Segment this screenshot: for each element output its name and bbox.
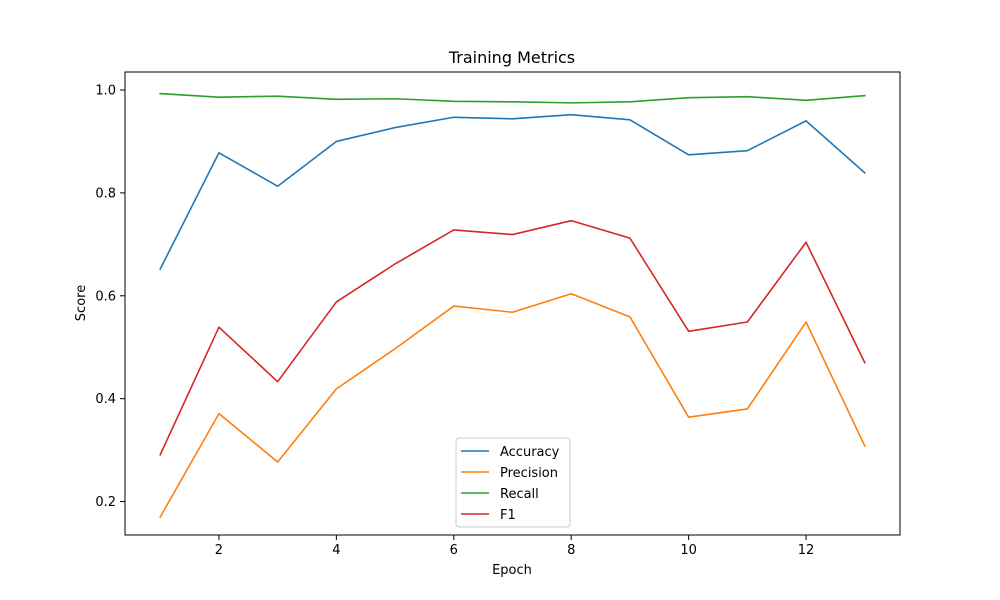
series-line-recall bbox=[159, 92, 866, 104]
series-line-precision bbox=[159, 292, 866, 519]
x-tick-label: 6 bbox=[450, 543, 458, 558]
legend: Accuracy Precision Recall F1 bbox=[455, 437, 571, 528]
y-axis: 0.2 0.4 0.6 0.8 1.0 bbox=[95, 84, 125, 510]
x-tick-label: 12 bbox=[798, 543, 815, 558]
y-tick-label: 0.8 bbox=[95, 186, 116, 201]
series-line-f1 bbox=[159, 219, 866, 456]
y-tick-label: 1.0 bbox=[95, 84, 116, 99]
x-tick-label: 2 bbox=[215, 543, 223, 558]
y-tick-label: 0.6 bbox=[95, 289, 116, 304]
x-tick-label: 4 bbox=[332, 543, 340, 558]
legend-label: F1 bbox=[500, 508, 516, 523]
legend-label: Precision bbox=[500, 466, 558, 481]
series-lines bbox=[159, 92, 866, 519]
chart-title: Training Metrics bbox=[448, 48, 575, 67]
x-axis: 2 4 6 8 10 12 bbox=[215, 535, 815, 558]
x-tick-label: 8 bbox=[567, 543, 575, 558]
legend-box bbox=[455, 437, 571, 528]
plot-area-frame bbox=[124, 71, 901, 536]
y-axis-label: Score bbox=[74, 285, 89, 321]
y-tick-label: 0.4 bbox=[95, 392, 116, 407]
x-axis-label: Epoch bbox=[492, 563, 532, 578]
y-tick-label: 0.2 bbox=[95, 495, 116, 510]
legend-label: Recall bbox=[500, 487, 539, 502]
legend-label: Accuracy bbox=[500, 445, 560, 460]
x-tick-label: 10 bbox=[680, 543, 697, 558]
series-line-accuracy bbox=[159, 113, 866, 271]
